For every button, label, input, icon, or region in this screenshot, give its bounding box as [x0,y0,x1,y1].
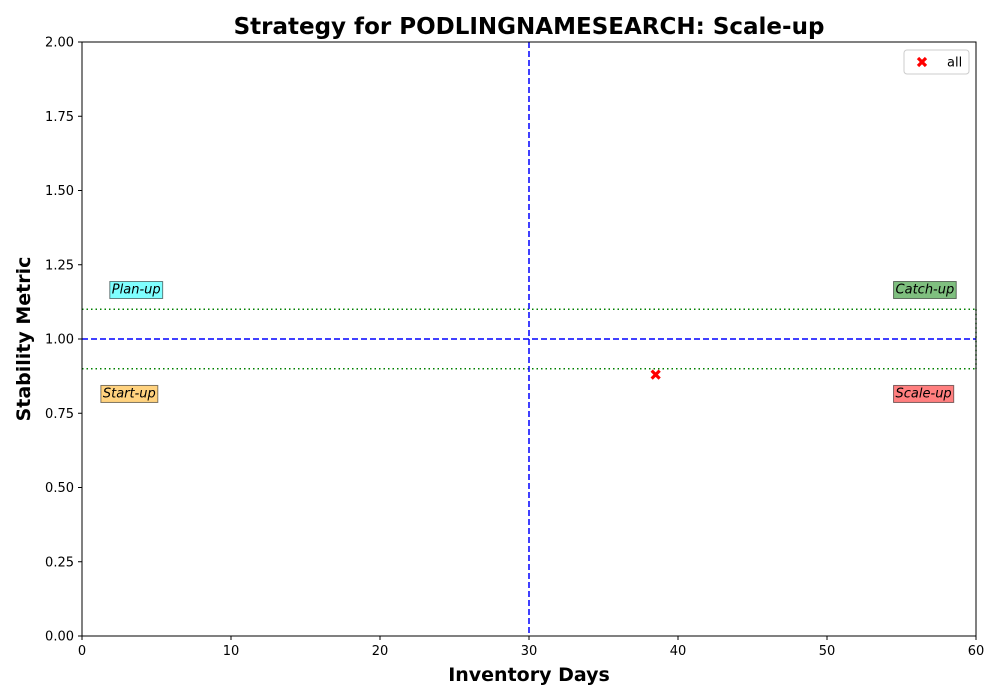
legend: all [903,49,970,75]
x-tick-label: 40 [670,644,687,659]
quadrant-label-plan-up: Plan-up [109,281,164,300]
x-tick-label: 0 [78,644,86,659]
legend-box [903,49,970,75]
quadrant-label-box [100,384,159,403]
legend-marker [916,56,928,68]
y-tick-label: 1.75 [45,110,74,125]
quadrant-label-start-up: Start-up [100,384,159,403]
y-tick-label: 0.50 [45,481,74,496]
y-tick-label: 1.50 [45,184,74,199]
y-axis-label: Stability Metric [13,257,35,422]
y-tick-label: 1.00 [45,333,74,348]
chart-title: Strategy for PODLINGNAMESEARCH: Scale-up [234,14,825,40]
quadrant-label-box [893,281,957,300]
x-axis-ticks: 0 10 20 30 40 50 60 [78,636,984,659]
reference-lines [82,42,977,636]
x-axis-label: Inventory Days [448,664,610,686]
quadrant-label-text: Scale-up [896,386,952,401]
quadrant-label-catch-up: Catch-up [893,281,957,300]
quadrant-label-scale-up: Scale-up [893,384,955,403]
y-tick-label: 1.25 [45,258,74,273]
legend-label: all [947,56,962,71]
quadrant-label-box [893,384,955,403]
quadrant-label-text: Start-up [103,386,156,401]
y-tick-label: 2.00 [45,36,74,51]
x-tick-label: 50 [819,644,836,659]
y-axis-ticks: 0.00 0.25 0.50 0.75 1.00 1.25 1.50 1.75 2.00 [45,36,82,645]
quadrant-label-text: Plan-up [112,283,161,298]
quadrant-labels: Plan-up Catch-up Start-up Scale-up [100,281,957,403]
y-tick-label: 0.75 [45,407,74,422]
x-tick-label: 10 [223,644,240,659]
quadrant-label-box [109,281,164,300]
y-tick-label: 0.25 [45,555,74,570]
y-tick-label: 0.00 [45,630,74,645]
x-tick-label: 30 [521,644,538,659]
data-points [650,369,661,380]
x-tick-label: 20 [372,644,389,659]
x-tick-label: 60 [968,644,985,659]
data-point [650,369,661,380]
quadrant-label-text: Catch-up [896,283,955,298]
